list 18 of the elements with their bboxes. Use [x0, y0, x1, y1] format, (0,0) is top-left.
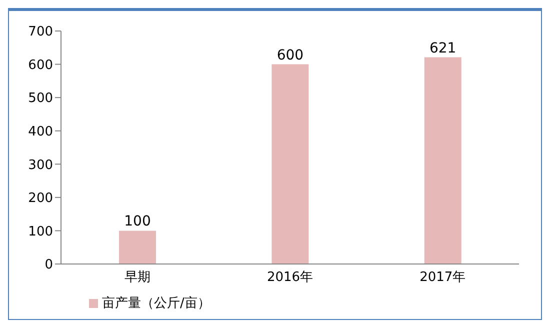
legend-label: 亩产量（公斤/亩） — [102, 296, 210, 311]
y-tick-label: 500 — [28, 91, 53, 106]
bar — [424, 57, 462, 264]
y-tick-label: 700 — [28, 24, 53, 40]
y-tick-label: 0 — [44, 258, 53, 273]
y-tick-label: 200 — [28, 191, 53, 206]
data-label: 600 — [276, 47, 304, 64]
data-label: 621 — [429, 40, 456, 56]
y-tick-label: 400 — [28, 124, 53, 140]
x-tick-label: 早期 — [124, 270, 150, 286]
bar — [272, 64, 309, 264]
y-tick-label: 300 — [28, 158, 53, 173]
y-tick-label: 100 — [28, 224, 53, 240]
data-label: 100 — [124, 214, 151, 230]
bar — [119, 230, 156, 264]
x-tick-label: 2017年 — [420, 270, 466, 286]
y-tick-label: 600 — [28, 58, 53, 73]
x-tick-label: 2016年 — [266, 270, 314, 286]
